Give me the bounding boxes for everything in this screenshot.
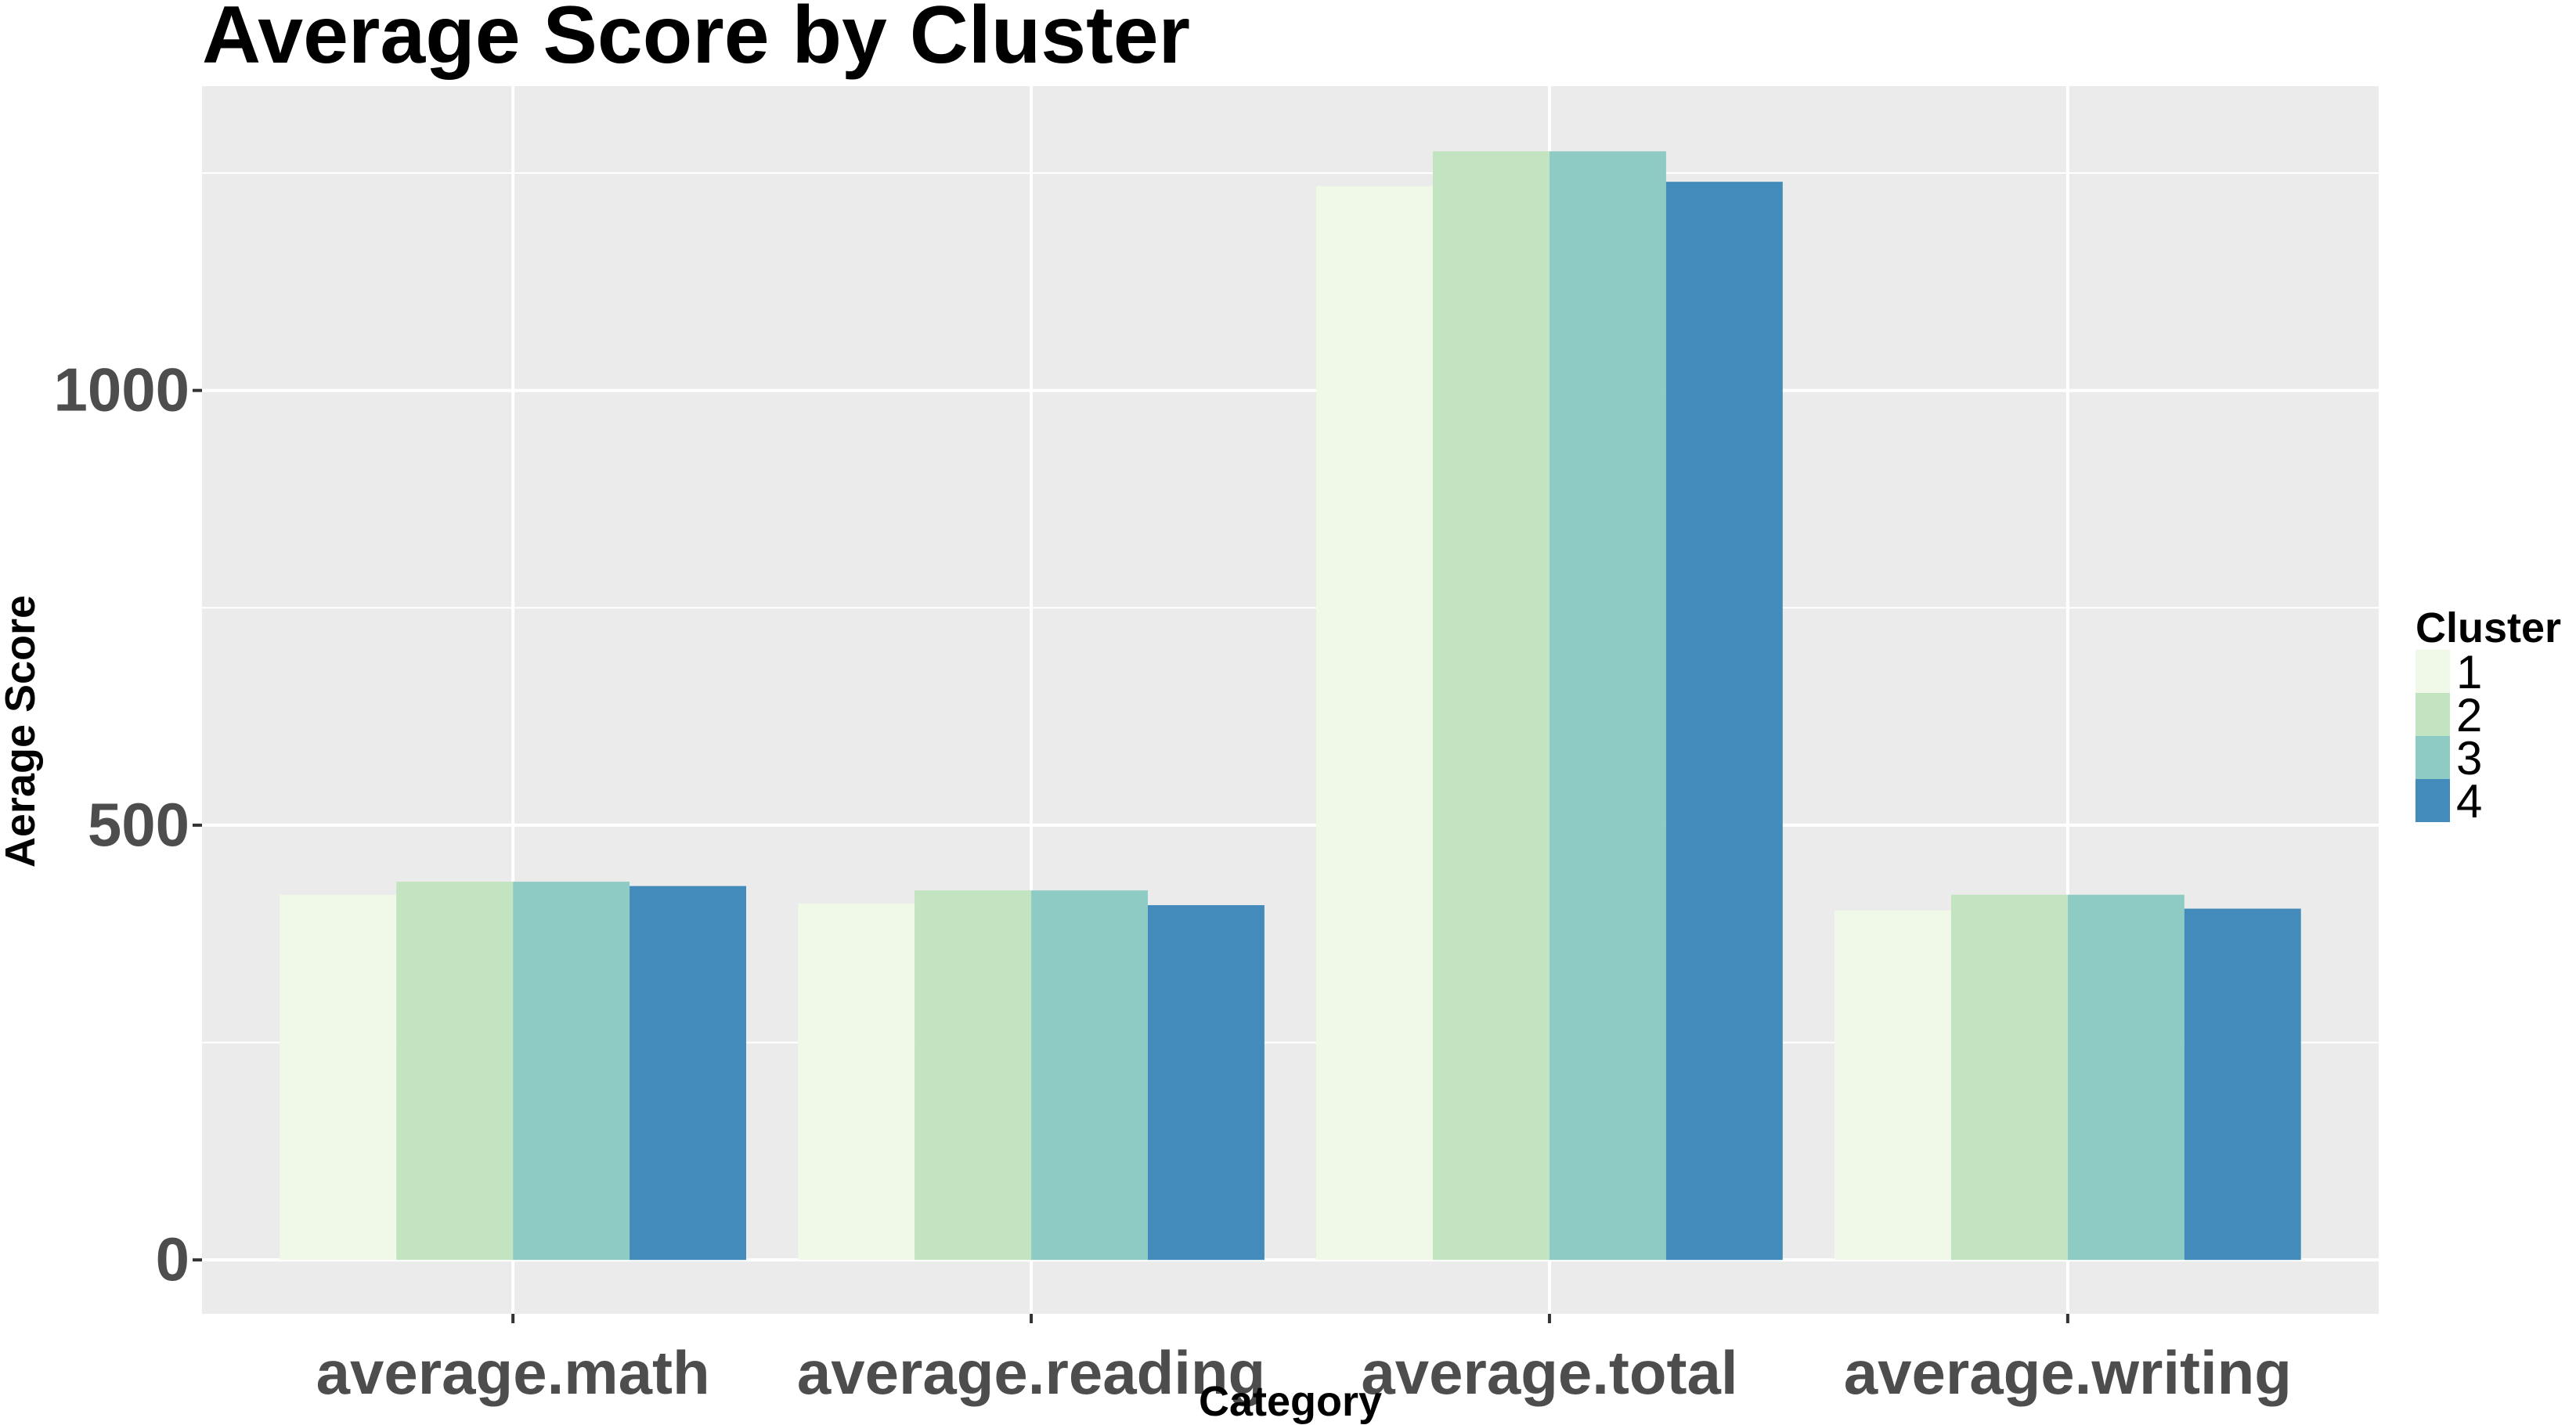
bar-average-math-cluster-3 — [513, 882, 630, 1261]
bar-average-reading-cluster-3 — [1031, 890, 1148, 1261]
legend-label-cluster-2: 2 — [2456, 689, 2482, 741]
y-axis-title: Aerage Score — [0, 595, 44, 868]
legend-key-cluster-4 — [2415, 779, 2450, 822]
bar-average-writing-cluster-3 — [2067, 894, 2185, 1261]
x-tick-label: average.reading — [797, 1338, 1265, 1407]
legend-key-cluster-3 — [2415, 736, 2450, 779]
bar-average-writing-cluster-1 — [1835, 910, 1951, 1261]
legend-label-cluster-3: 3 — [2456, 732, 2482, 785]
bar-average-writing-cluster-4 — [2184, 908, 2301, 1261]
bar-average-total-cluster-2 — [1433, 151, 1550, 1261]
x-tick-label: average.total — [1361, 1338, 1737, 1407]
x-axis-title: Category — [1199, 1378, 1382, 1425]
y-axis: 0 500 1000 — [53, 355, 202, 1293]
bar-average-math-cluster-2 — [396, 882, 514, 1261]
bar-average-math-cluster-4 — [630, 886, 746, 1261]
bar-average-reading-cluster-2 — [915, 890, 1032, 1261]
legend-key-cluster-2 — [2415, 693, 2450, 736]
bar-average-reading-cluster-1 — [798, 903, 915, 1261]
legend-label-cluster-4: 4 — [2456, 775, 2482, 828]
legend-label-cluster-1: 1 — [2456, 646, 2482, 698]
x-tick-label: average.math — [316, 1338, 710, 1407]
y-tick-label: 0 — [156, 1225, 189, 1293]
bar-average-writing-cluster-2 — [1950, 894, 2068, 1261]
bar-average-reading-cluster-4 — [1147, 905, 1265, 1261]
legend-key-cluster-1 — [2415, 650, 2450, 693]
bar-average-total-cluster-4 — [1665, 182, 1783, 1261]
legend-title: Cluster — [2415, 604, 2561, 651]
bars — [280, 151, 2301, 1261]
chart-title: Average Score by Cluster — [202, 0, 1190, 81]
bar-average-math-cluster-1 — [280, 894, 397, 1261]
x-tick-label: average.writing — [1844, 1338, 2292, 1407]
y-tick-label: 1000 — [53, 355, 189, 424]
bar-average-total-cluster-1 — [1316, 186, 1434, 1261]
bar-average-total-cluster-3 — [1549, 151, 1666, 1261]
y-tick-label: 500 — [88, 790, 189, 859]
x-axis: average.math average.reading average.total… — [316, 1314, 2292, 1407]
